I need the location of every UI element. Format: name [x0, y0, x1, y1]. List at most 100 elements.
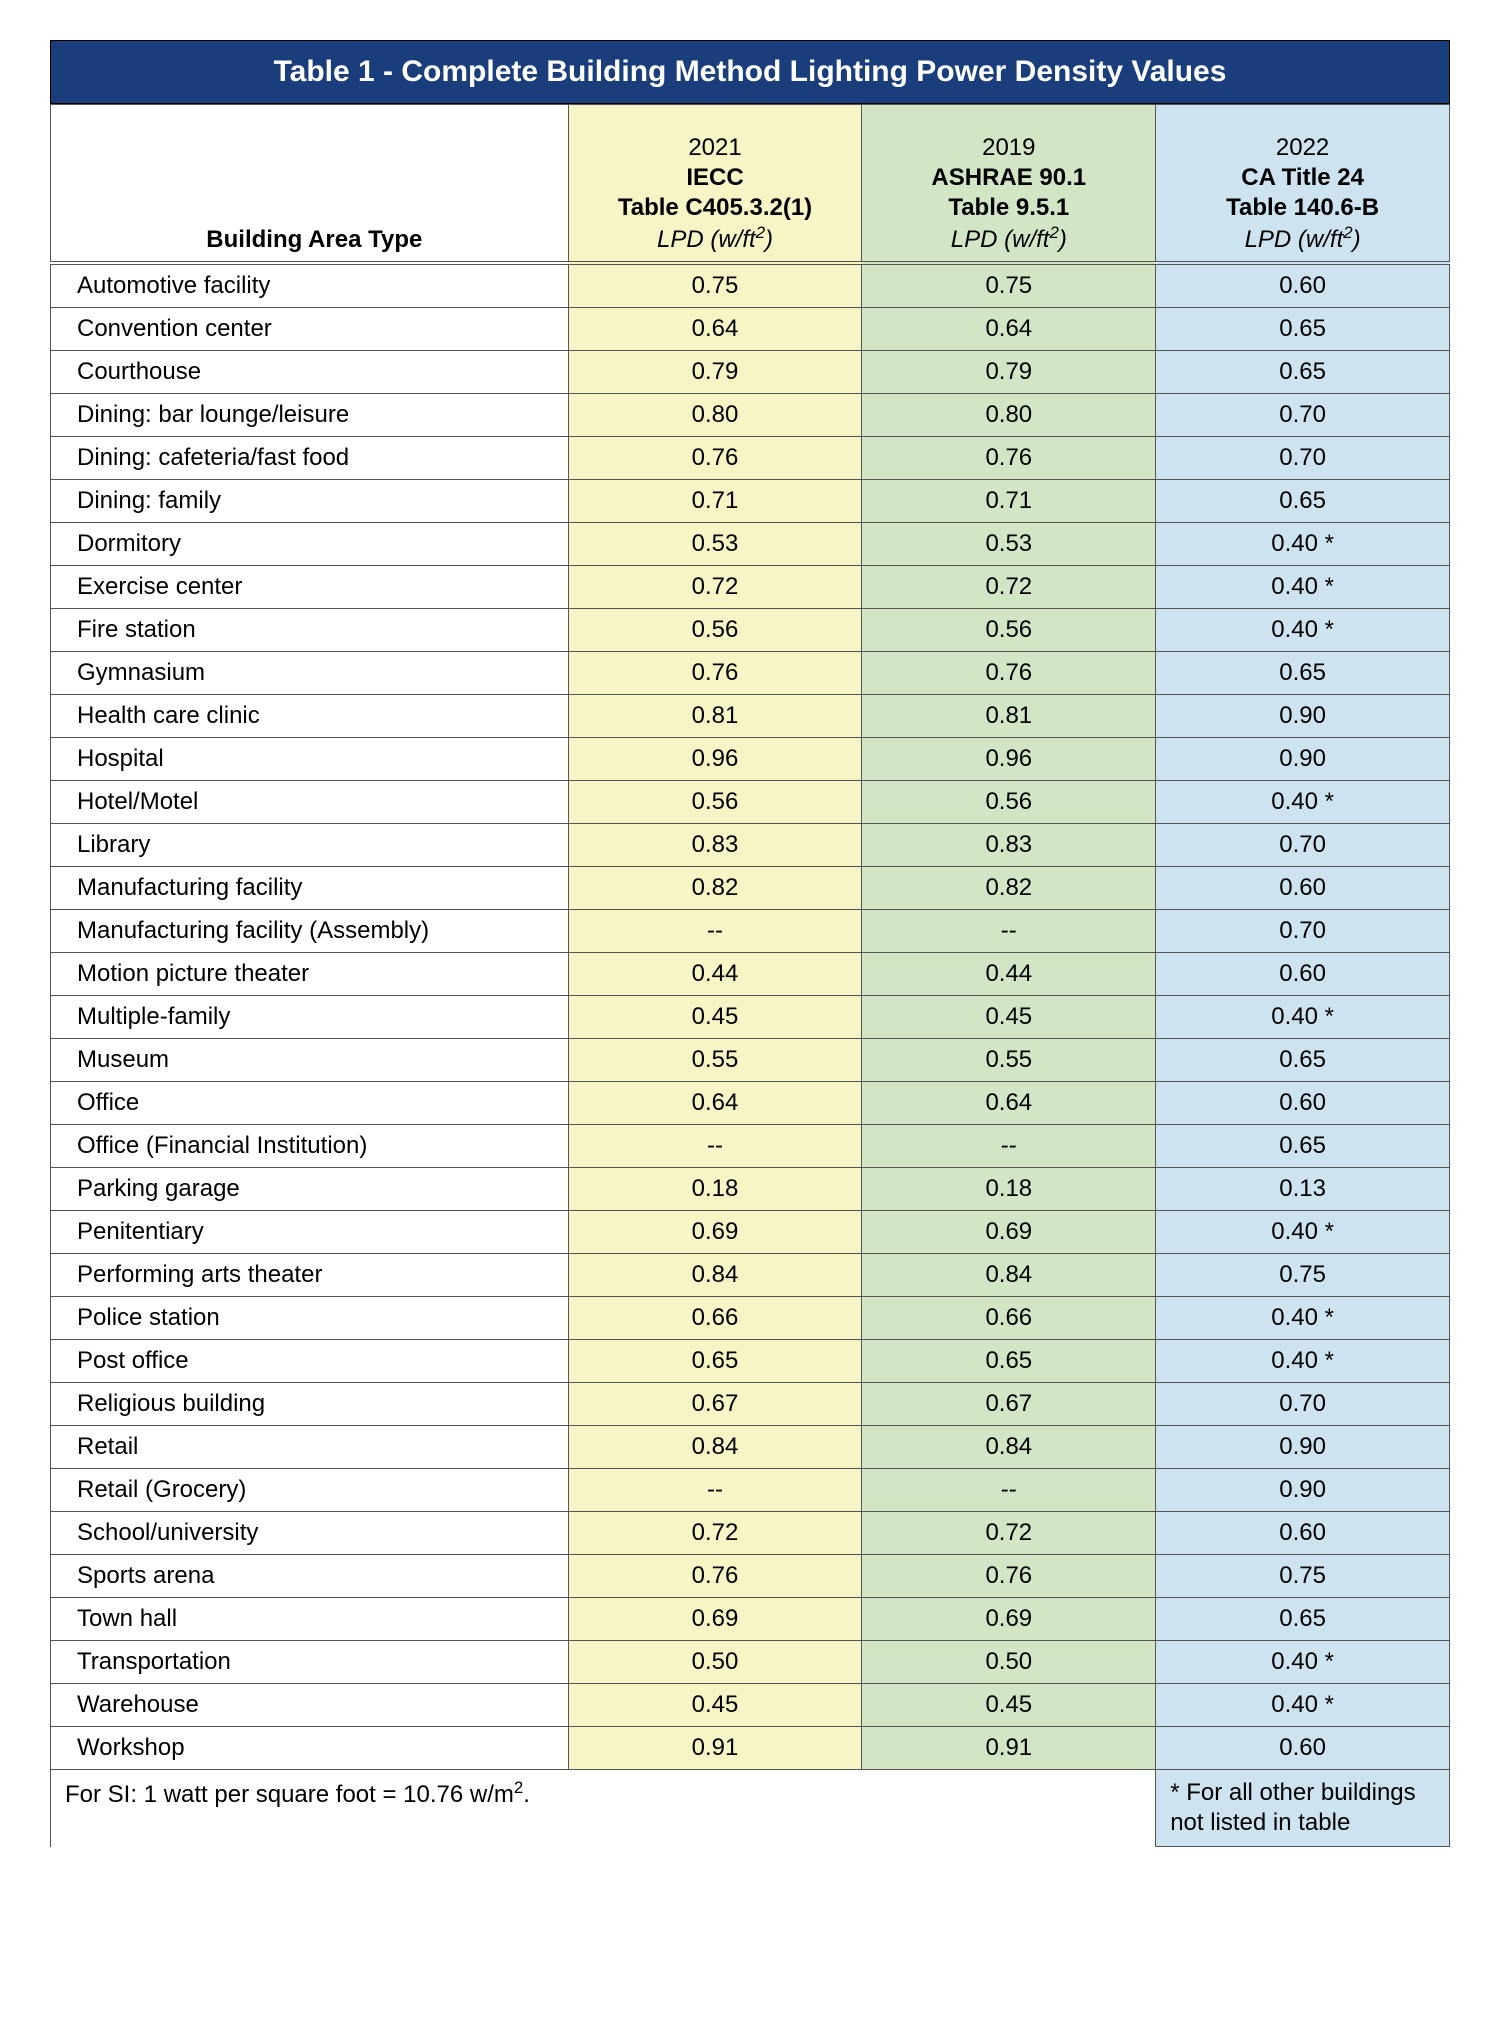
- row-name: Automotive facility: [51, 263, 569, 308]
- row-name: Police station: [51, 1297, 569, 1340]
- row-value: 0.84: [568, 1254, 862, 1297]
- row-value: 0.65: [1156, 480, 1450, 523]
- row-value: 0.64: [862, 308, 1156, 351]
- row-value: 0.76: [862, 652, 1156, 695]
- row-value: 0.96: [862, 738, 1156, 781]
- row-name: Office (Financial Institution): [51, 1125, 569, 1168]
- row-value: 0.90: [1156, 1469, 1450, 1512]
- row-value: 0.45: [862, 1684, 1156, 1727]
- row-value: 0.45: [862, 996, 1156, 1039]
- star-footnote: * For all other buildings not listed in …: [1156, 1770, 1450, 1847]
- row-value: 0.13: [1156, 1168, 1450, 1211]
- row-name: Motion picture theater: [51, 953, 569, 996]
- row-value: 0.40 *: [1156, 523, 1450, 566]
- row-value: 0.75: [1156, 1555, 1450, 1598]
- row-name: Convention center: [51, 308, 569, 351]
- row-value: 0.72: [862, 1512, 1156, 1555]
- header-col-2: 2019 ASHRAE 90.1 Table 9.5.1 LPD (w/ft2): [862, 105, 1156, 264]
- row-name: Workshop: [51, 1727, 569, 1770]
- row-value: 0.70: [1156, 910, 1450, 953]
- row-name: Manufacturing facility (Assembly): [51, 910, 569, 953]
- row-value: 0.65: [1156, 308, 1450, 351]
- row-value: 0.80: [568, 394, 862, 437]
- row-name: School/university: [51, 1512, 569, 1555]
- row-value: 0.75: [1156, 1254, 1450, 1297]
- row-name: Retail (Grocery): [51, 1469, 569, 1512]
- row-value: 0.82: [568, 867, 862, 910]
- row-value: 0.56: [862, 609, 1156, 652]
- row-value: 0.84: [568, 1426, 862, 1469]
- row-value: 0.64: [862, 1082, 1156, 1125]
- row-value: 0.71: [568, 480, 862, 523]
- row-value: 0.69: [568, 1598, 862, 1641]
- row-name: Retail: [51, 1426, 569, 1469]
- row-value: 0.76: [568, 652, 862, 695]
- row-name: Performing arts theater: [51, 1254, 569, 1297]
- table-body: Automotive facility0.750.750.60Conventio…: [51, 263, 1450, 1770]
- row-value: 0.40 *: [1156, 781, 1450, 824]
- row-value: 0.64: [568, 308, 862, 351]
- row-value: 0.65: [1156, 1039, 1450, 1082]
- row-value: 0.82: [862, 867, 1156, 910]
- row-name: Warehouse: [51, 1684, 569, 1727]
- row-value: 0.76: [568, 437, 862, 480]
- row-value: 0.70: [1156, 824, 1450, 867]
- row-value: 0.91: [862, 1727, 1156, 1770]
- row-value: 0.40 *: [1156, 1297, 1450, 1340]
- si-footnote: For SI: 1 watt per square foot = 10.76 w…: [51, 1770, 1156, 1847]
- row-value: 0.65: [1156, 351, 1450, 394]
- row-value: 0.72: [862, 566, 1156, 609]
- row-name: Health care clinic: [51, 695, 569, 738]
- row-name: Hotel/Motel: [51, 781, 569, 824]
- row-value: 0.40 *: [1156, 566, 1450, 609]
- row-value: 0.76: [862, 1555, 1156, 1598]
- row-name: Museum: [51, 1039, 569, 1082]
- row-name: Hospital: [51, 738, 569, 781]
- row-value: 0.60: [1156, 263, 1450, 308]
- row-value: 0.91: [568, 1727, 862, 1770]
- row-value: 0.40 *: [1156, 1641, 1450, 1684]
- row-value: 0.81: [862, 695, 1156, 738]
- row-value: 0.70: [1156, 394, 1450, 437]
- row-name: Office: [51, 1082, 569, 1125]
- row-value: 0.71: [862, 480, 1156, 523]
- row-value: 0.60: [1156, 953, 1450, 996]
- row-value: 0.65: [1156, 1125, 1450, 1168]
- row-value: --: [862, 1125, 1156, 1168]
- row-value: 0.66: [568, 1297, 862, 1340]
- row-value: --: [568, 910, 862, 953]
- row-value: 0.79: [568, 351, 862, 394]
- row-name: Fire station: [51, 609, 569, 652]
- row-name: Exercise center: [51, 566, 569, 609]
- row-value: 0.60: [1156, 1512, 1450, 1555]
- row-value: 0.18: [862, 1168, 1156, 1211]
- row-value: 0.40 *: [1156, 1340, 1450, 1383]
- row-name: Post office: [51, 1340, 569, 1383]
- row-value: 0.53: [568, 523, 862, 566]
- row-value: 0.56: [862, 781, 1156, 824]
- row-value: 0.66: [862, 1297, 1156, 1340]
- row-value: 0.60: [1156, 867, 1450, 910]
- row-value: 0.65: [1156, 652, 1450, 695]
- row-value: 0.53: [862, 523, 1156, 566]
- row-value: 0.40 *: [1156, 1211, 1450, 1254]
- row-value: 0.84: [862, 1426, 1156, 1469]
- row-value: 0.55: [862, 1039, 1156, 1082]
- row-value: 0.50: [862, 1641, 1156, 1684]
- row-name: Dining: cafeteria/fast food: [51, 437, 569, 480]
- row-name: Penitentiary: [51, 1211, 569, 1254]
- row-name: Dining: family: [51, 480, 569, 523]
- row-value: 0.80: [862, 394, 1156, 437]
- row-value: 0.90: [1156, 1426, 1450, 1469]
- row-value: 0.55: [568, 1039, 862, 1082]
- row-value: 0.65: [862, 1340, 1156, 1383]
- row-value: 0.40 *: [1156, 609, 1450, 652]
- row-name: Sports arena: [51, 1555, 569, 1598]
- row-value: 0.90: [1156, 738, 1450, 781]
- row-value: 0.50: [568, 1641, 862, 1684]
- row-value: 0.56: [568, 609, 862, 652]
- row-value: 0.70: [1156, 437, 1450, 480]
- row-value: 0.83: [568, 824, 862, 867]
- row-value: 0.75: [862, 263, 1156, 308]
- lpd-table: Building Area Type 2021 IECC Table C405.…: [50, 104, 1450, 1847]
